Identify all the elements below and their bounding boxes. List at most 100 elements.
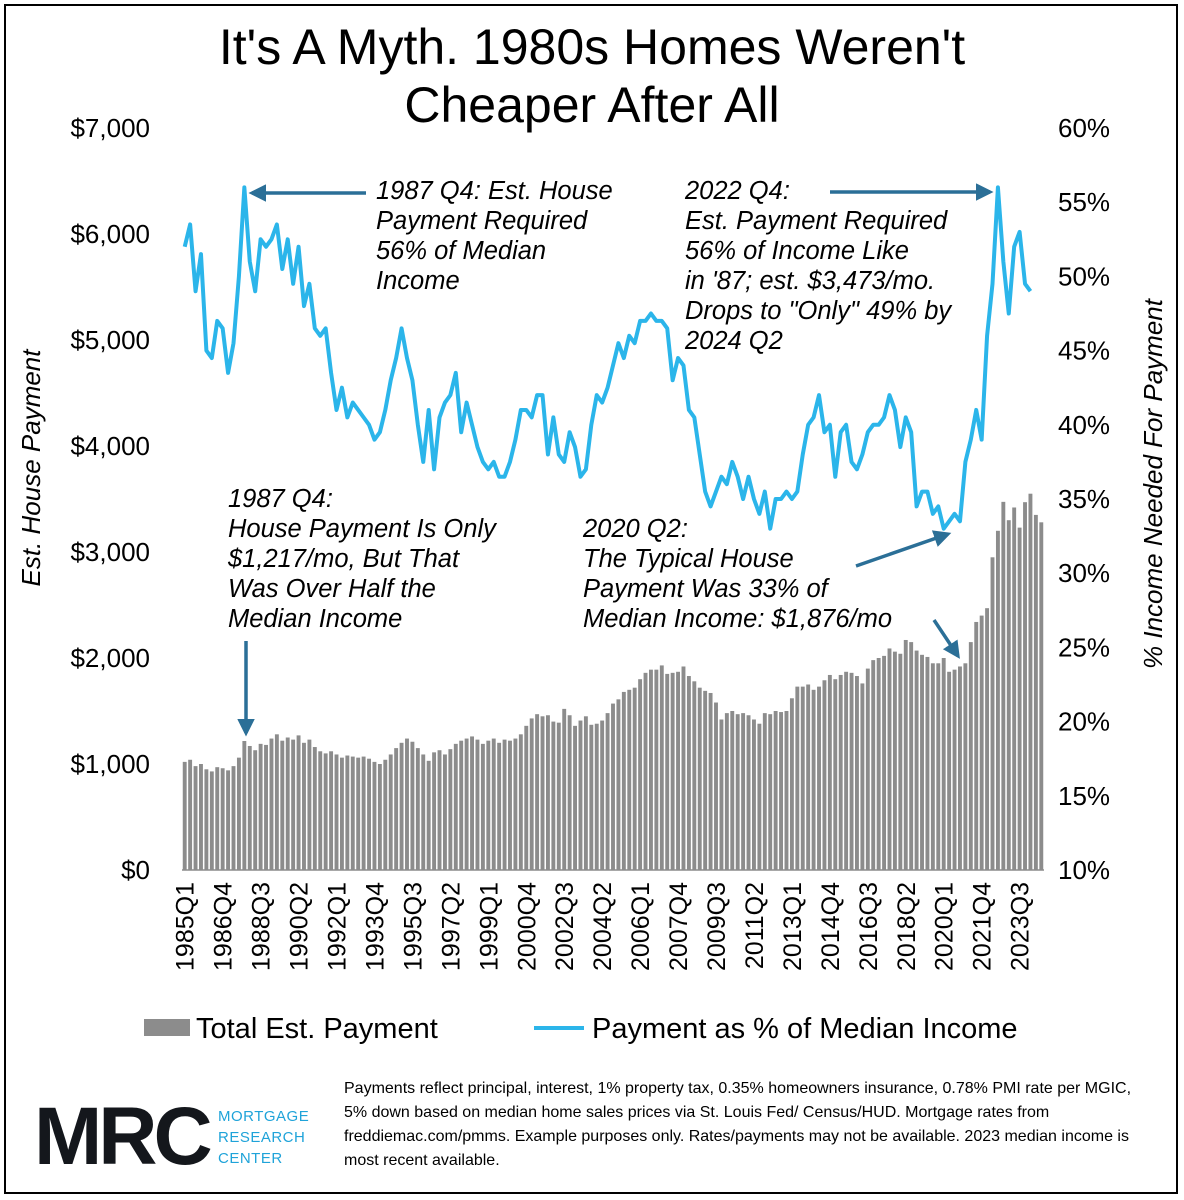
bar [974, 621, 979, 870]
bar [421, 754, 426, 870]
bar [339, 757, 344, 870]
bar [887, 648, 892, 870]
y2-tick-label: 15% [1058, 781, 1110, 811]
x-tick-label: 2020Q1 [931, 882, 959, 971]
y-tick-label: $3,000 [70, 537, 150, 567]
bar [426, 760, 431, 870]
bar [264, 744, 268, 870]
x-tick-label: 2007Q4 [665, 882, 693, 971]
bar [665, 673, 670, 870]
bar [947, 671, 952, 870]
bar [800, 686, 805, 870]
bar [779, 712, 784, 870]
bar [822, 680, 827, 870]
bar [1028, 493, 1033, 870]
x-tick-label: 1993Q4 [362, 882, 390, 971]
bar [990, 557, 995, 870]
y2-tick-label: 45% [1058, 336, 1110, 366]
annotation-1987-peak: 1987 Q4: Est. House Payment Required 56%… [376, 177, 613, 295]
bar [345, 755, 350, 870]
bar [285, 737, 290, 870]
bar [518, 734, 523, 870]
bar [182, 761, 187, 870]
bar [865, 668, 870, 870]
bar [963, 663, 968, 870]
x-tick-label: 2013Q1 [779, 882, 807, 971]
bar [876, 658, 881, 870]
bar [551, 721, 556, 870]
bar [459, 740, 464, 870]
bar [231, 766, 236, 870]
bar [762, 713, 767, 870]
bar [432, 752, 437, 870]
series-line-pct-income [182, 185, 1033, 531]
bar [578, 720, 583, 870]
legend-swatch-bar [144, 1019, 190, 1036]
bar [334, 754, 339, 870]
y2-tick-label: 60% [1058, 113, 1110, 143]
bar [849, 672, 854, 870]
annotation-arrows [237, 183, 994, 737]
bar [410, 741, 415, 870]
y2-tick-label: 30% [1058, 558, 1110, 588]
y2-axis-title: % Income Needed For Payment [1138, 297, 1168, 669]
bar [914, 650, 919, 870]
annotation-2020-low: 2020 Q2: The Typical House Payment Was 3… [583, 515, 893, 633]
bar [372, 761, 377, 870]
bar [930, 663, 935, 870]
bar [649, 669, 653, 870]
bar [952, 669, 957, 870]
bar [199, 764, 203, 870]
bar [773, 711, 778, 870]
x-tick-label: 1992Q1 [324, 882, 352, 971]
bar [491, 738, 496, 870]
bar [979, 615, 984, 870]
bar [307, 739, 312, 870]
bar [497, 742, 502, 870]
bar [508, 740, 512, 870]
bar [209, 771, 214, 870]
bar [882, 655, 887, 870]
x-tick-label: 2014Q4 [817, 882, 845, 971]
bar [258, 743, 263, 870]
bar [789, 698, 794, 870]
bar [741, 713, 746, 870]
bar [367, 758, 371, 870]
bar [486, 740, 491, 870]
legend: Total Est. Payment Payment as % of Median… [144, 1013, 1018, 1045]
x-tick-label: 2006Q1 [627, 882, 655, 971]
arrow-2020-line [855, 530, 952, 568]
y-tick-label: $7,000 [70, 113, 150, 143]
line-series [182, 185, 1033, 531]
footnote: Payments reflect principal, interest, 1%… [344, 1080, 1132, 1169]
bar [692, 681, 697, 870]
bar [573, 725, 577, 870]
x-tick-label: 1997Q2 [437, 882, 465, 971]
y-tick-label: $0 [121, 855, 150, 885]
bar [686, 676, 691, 870]
bar [958, 666, 962, 870]
bar [437, 750, 442, 870]
bar [605, 713, 610, 870]
x-tick-label: 1986Q4 [210, 882, 238, 971]
bar [529, 718, 534, 870]
bar [269, 738, 274, 870]
bar [540, 716, 545, 870]
bar [724, 713, 729, 870]
bar [827, 674, 832, 870]
bar [215, 767, 220, 870]
y-tick-label: $1,000 [70, 749, 150, 779]
bar [394, 748, 399, 870]
bar-series [182, 493, 1044, 870]
bar [860, 683, 865, 870]
bar [600, 720, 605, 870]
bar [188, 759, 193, 870]
bar [697, 687, 702, 870]
bar [556, 722, 561, 870]
bar [703, 690, 708, 870]
bar [892, 651, 897, 870]
bar [844, 671, 849, 870]
x-tick-label: 1999Q1 [475, 882, 503, 971]
logo-line-2: RESEARCH [218, 1129, 306, 1146]
